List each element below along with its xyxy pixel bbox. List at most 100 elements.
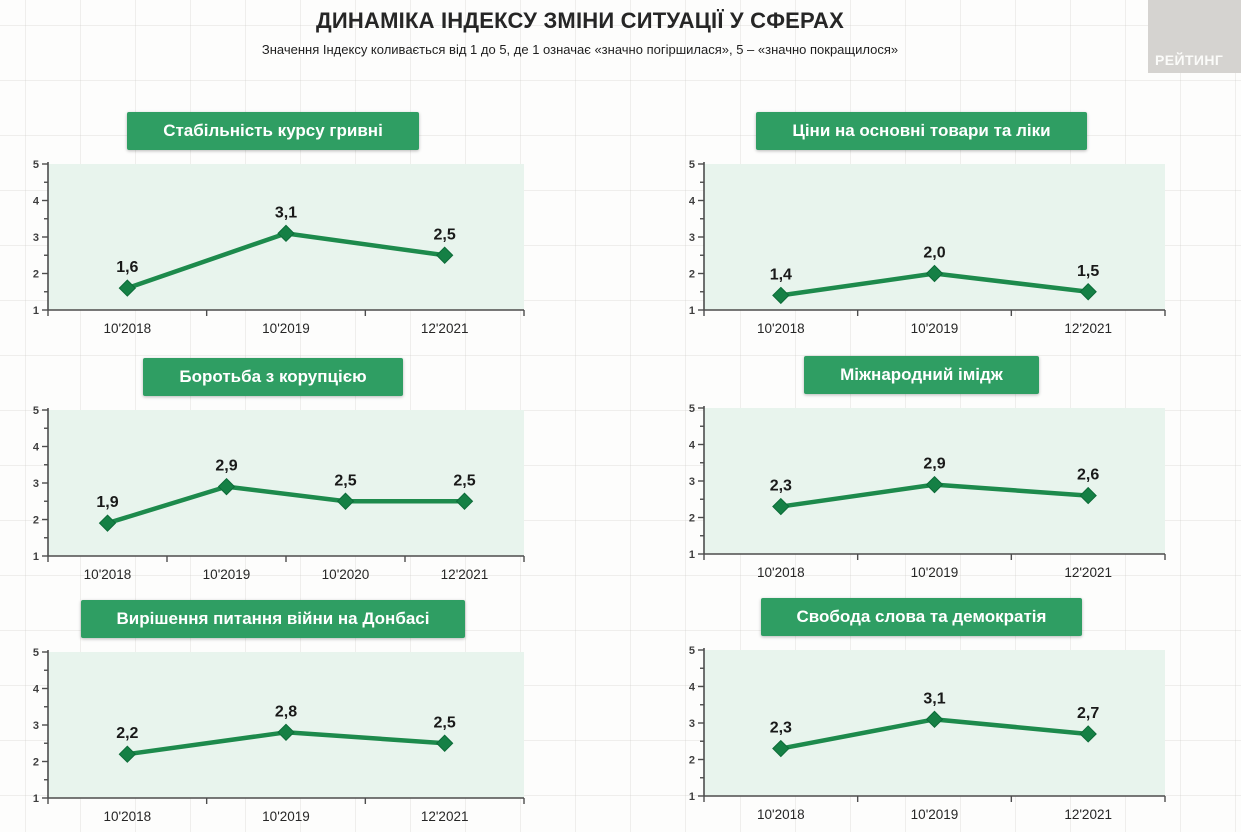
x-category-label: 10'2019 [262,809,310,824]
x-category-label: 10'2018 [757,321,805,336]
x-category-label: 10'2020 [322,567,370,582]
rating-logo-text: РЕЙТИНГ [1155,52,1224,68]
x-category-label: 10'2018 [104,809,152,824]
y-tick-label: 4 [33,684,40,696]
data-point-label: 3,1 [923,690,945,707]
data-point-marker [772,497,790,516]
chart-title-banner: Міжнародний імідж [804,356,1039,394]
chart-panel-corruption-fight: Боротьба з корупцією 1 2 3 4 5 1,9 10'2018 2,9 1… [8,358,538,586]
y-tick-label: 3 [689,476,695,488]
data-point-label: 2,5 [453,472,475,489]
data-point-marker [217,477,236,496]
data-point-marker [925,475,944,494]
y-tick-label: 2 [689,513,695,525]
data-point-label: 1,6 [116,259,138,276]
data-point-marker [455,492,474,510]
page-subtitle: Значення Індексу коливається від 1 до 5,… [261,42,899,57]
y-tick-label: 4 [689,440,696,452]
y-tick-label: 4 [689,196,696,208]
y-tick-label: 2 [33,757,39,769]
data-point-marker [1079,283,1097,301]
chart-panel-free-speech-democracy: Свобода слова та демократія 1 2 3 4 5 2,3 10'2… [664,598,1179,826]
chart-panel-hryvnia-stability: Стабільність курсу гривні 1 2 3 4 5 1,6 10'201… [8,112,538,340]
data-point-marker [277,723,295,742]
series-line [105,484,467,526]
y-tick-label: 4 [33,196,40,208]
x-category-label: 10'2018 [84,567,132,582]
y-tick-label: 5 [33,647,39,659]
data-point-marker [336,492,355,510]
x-category-label: 10'2019 [203,567,251,582]
x-category-label: 10'2019 [911,321,959,336]
header: ДИНАМІКА ІНДЕКСУ ЗМІНИ СИТУАЦІЇ У СФЕРАХ… [0,8,1160,57]
x-category-label: 10'2018 [104,321,152,336]
data-point-marker [925,264,944,283]
y-tick-label: 4 [33,442,40,454]
chart-title-banner: Стабільність курсу гривні [127,112,419,150]
data-point-marker [435,246,454,264]
y-tick-label: 4 [689,682,696,694]
y-tick-label: 3 [33,720,39,732]
rating-group-logo: РЕЙТИНГ [1148,0,1241,73]
y-tick-label: 3 [33,478,39,490]
data-point-marker [118,745,137,763]
y-tick-label: 1 [33,305,39,317]
data-point-label: 2,7 [1077,705,1099,722]
data-point-label: 1,4 [770,266,792,283]
y-tick-label: 3 [689,232,695,244]
chart-title-banner: Ціни на основні товари та ліки [756,112,1087,150]
chart-canvas: 1 2 3 4 5 1,6 10'2018 3,1 10'2019 2,5 12'2021 [33,159,525,336]
data-point-label: 2,9 [215,458,237,475]
plot-area [704,164,1165,310]
data-point-label: 2,5 [334,472,356,489]
data-point-marker [772,739,790,758]
data-point-marker [925,710,944,729]
data-point-label: 2,8 [275,703,297,720]
x-category-label: 12'2021 [441,567,489,582]
y-tick-label: 2 [689,755,695,767]
y-tick-label: 5 [33,159,39,171]
y-tick-label: 3 [689,718,695,730]
data-point-marker [277,224,295,243]
y-tick-label: 5 [689,403,695,415]
data-point-marker [1079,725,1097,743]
y-tick-label: 5 [689,645,695,657]
y-tick-label: 2 [33,269,39,281]
page-title: ДИНАМІКА ІНДЕКСУ ЗМІНИ СИТУАЦІЇ У СФЕРАХ [316,8,844,33]
data-point-marker [435,734,454,752]
data-point-label: 2,3 [770,720,792,737]
y-tick-label: 1 [689,305,695,317]
chart-title-banner: Вирішення питання війни на Донбасі [80,600,466,638]
y-tick-label: 1 [33,793,39,805]
data-point-label: 2,2 [116,725,138,742]
x-category-label: 10'2019 [262,321,310,336]
x-category-label: 12'2021 [421,809,469,824]
chart-panel-donbas-war-resolution: Вирішення питання війни на Донбасі 1 2 3 4 5… [8,600,538,828]
y-tick-label: 1 [33,551,39,563]
data-point-label: 1,9 [96,494,118,511]
x-category-label: 12'2021 [1064,565,1112,580]
chart-panel-international-image: Міжнародний імідж 1 2 3 4 5 2,3 10'2018 2,9 10'2… [664,356,1179,584]
x-category-label: 10'2019 [911,565,959,580]
data-point-marker [1079,486,1097,505]
x-category-label: 12'2021 [421,321,469,336]
chart-canvas: 1 2 3 4 5 2,3 10'2018 2,9 10'2019 2,6 12'2021 [689,403,1166,580]
y-tick-label: 3 [33,232,39,244]
data-point-label: 2,3 [770,478,792,495]
data-point-label: 1,5 [1077,263,1099,280]
y-tick-label: 2 [689,269,695,281]
y-tick-label: 1 [689,791,695,803]
data-point-label: 2,5 [434,226,456,243]
data-point-label: 2,0 [923,245,945,262]
data-point-marker [772,286,790,305]
chart-canvas: 1 2 3 4 5 2,2 10'2018 2,8 10'2019 2,5 12'2021 [33,647,525,824]
y-tick-label: 5 [689,159,695,171]
chart-canvas: 1 2 3 4 5 1,4 10'2018 2,0 10'2019 1,5 12'2021 [689,159,1166,336]
x-category-label: 10'2019 [911,807,959,822]
x-category-label: 12'2021 [1064,321,1112,336]
x-category-label: 10'2018 [757,565,805,580]
x-category-label: 10'2018 [757,807,805,822]
chart-title-banner: Боротьба з корупцією [143,358,403,396]
chart-title-banner: Свобода слова та демократія [760,598,1083,636]
